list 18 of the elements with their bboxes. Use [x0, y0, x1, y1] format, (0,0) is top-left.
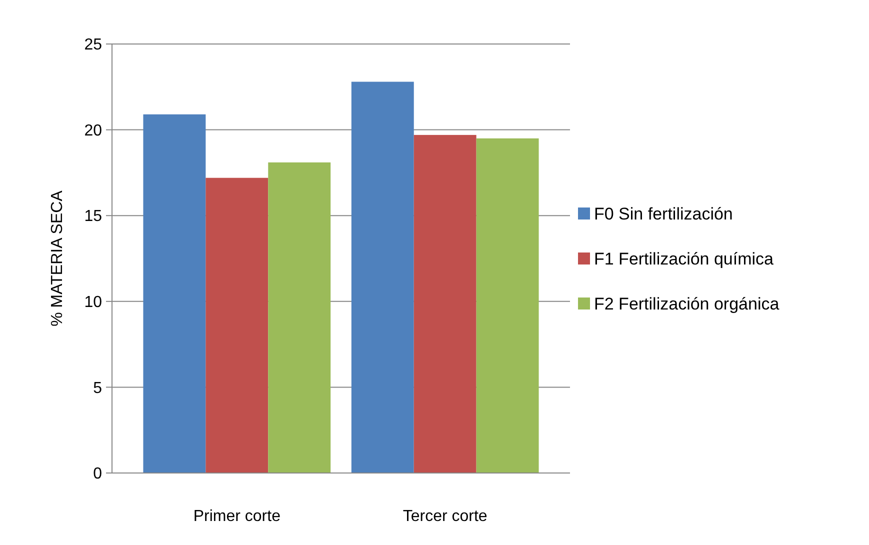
y-tick-label: 5 [93, 380, 102, 397]
y-tick-label: 15 [84, 208, 102, 226]
y-tick-label: 10 [84, 294, 102, 311]
bar [143, 114, 206, 473]
legend-label: F0 Sin fertilización [594, 204, 733, 224]
x-tick-label: Primer corte [193, 508, 281, 525]
bar [476, 138, 539, 473]
legend-label: F2 Fertilización orgánica [594, 294, 780, 314]
y-tick-label: 20 [84, 122, 102, 140]
y-axis-title: % MATERIA SECA [49, 190, 66, 326]
bar [206, 178, 268, 473]
y-tick-label: 0 [93, 466, 102, 483]
y-tick-label: 25 [84, 36, 102, 54]
bar [268, 162, 331, 473]
legend-label: F1 Fertilización química [594, 249, 774, 268]
bar [351, 82, 414, 473]
x-tick-label: Tercer corte [402, 508, 488, 525]
bar [414, 134, 476, 473]
